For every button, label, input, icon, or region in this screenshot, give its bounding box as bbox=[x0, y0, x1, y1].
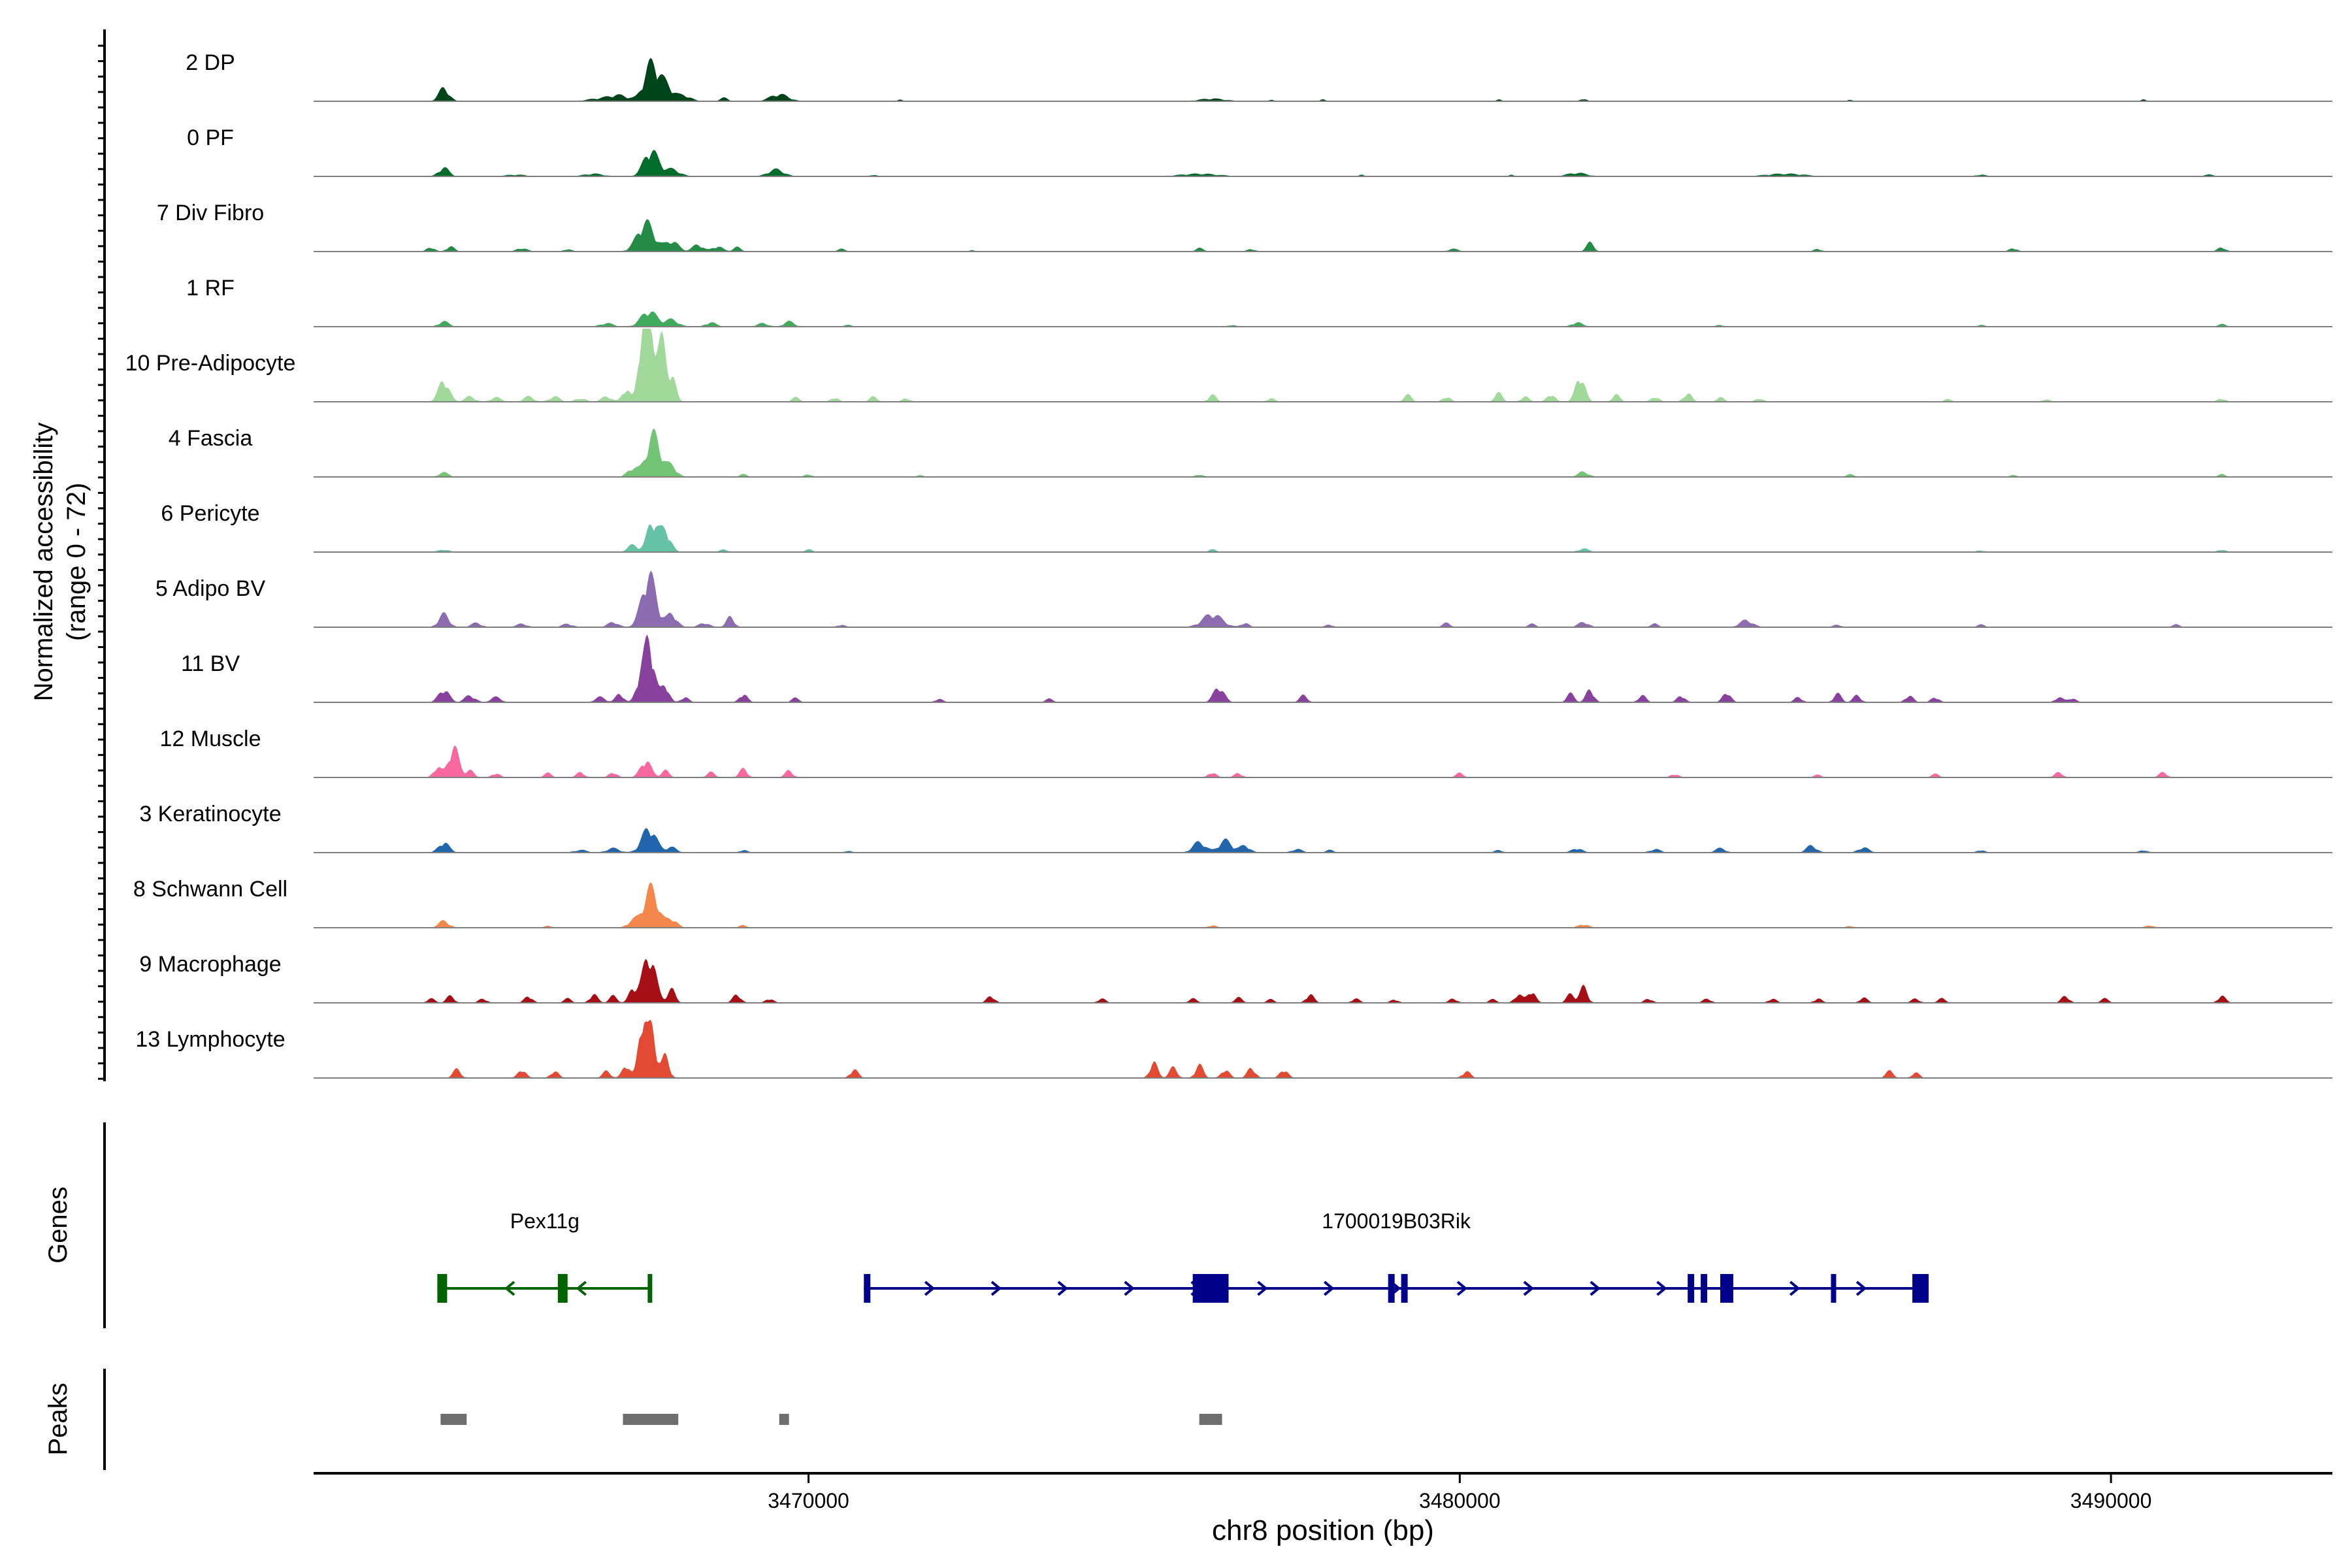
y-axis-label-line2: (range 0 - 72) bbox=[62, 483, 91, 641]
gene-exon bbox=[437, 1274, 448, 1303]
coverage-area bbox=[314, 524, 2332, 552]
track-12: 8 Schwann Cell bbox=[133, 877, 2332, 928]
gene-strand-arrow bbox=[1523, 1281, 1534, 1296]
gene-exon bbox=[1192, 1274, 1229, 1303]
peak-region-box bbox=[779, 1414, 789, 1425]
track-label: 4 Fascia bbox=[169, 426, 253, 451]
track-9: 11 BV bbox=[181, 634, 2332, 703]
track-2: 0 PF bbox=[187, 125, 2332, 177]
peak-region-track bbox=[440, 1414, 1222, 1425]
track-label: 13 Lymphocyte bbox=[135, 1027, 285, 1052]
x-axis-tick-label: 3490000 bbox=[2070, 1489, 2152, 1512]
track-label: 10 Pre-Adipocyte bbox=[125, 351, 296, 376]
gene-name-label: Pex11g bbox=[510, 1209, 580, 1233]
track-label: 9 Macrophage bbox=[139, 952, 281, 977]
track-4: 1 RF bbox=[186, 276, 2332, 327]
gene-exon bbox=[647, 1274, 653, 1303]
gene-exon bbox=[557, 1274, 568, 1303]
gene-strand-arrow bbox=[990, 1281, 1002, 1296]
track-label: 8 Schwann Cell bbox=[133, 877, 287, 902]
gene-exon bbox=[1831, 1274, 1837, 1303]
track-1: 2 DP bbox=[186, 50, 2332, 102]
track-label: 1 RF bbox=[186, 276, 235, 301]
track-6: 4 Fascia bbox=[169, 426, 2332, 478]
track-8: 5 Adipo BV bbox=[155, 570, 2332, 628]
gene-exon bbox=[1701, 1274, 1708, 1303]
track-label: 6 Pericyte bbox=[161, 501, 259, 526]
gene-exon bbox=[1720, 1274, 1733, 1303]
gene-name-label: 1700019B03Rik bbox=[1322, 1209, 1471, 1233]
track-13: 9 Macrophage bbox=[139, 952, 2332, 1004]
coverage-area bbox=[314, 150, 2332, 176]
coverage-area bbox=[314, 570, 2332, 627]
track-label: 7 Div Fibro bbox=[157, 201, 264, 225]
coverage-area bbox=[314, 958, 2332, 1003]
track-10: 12 Muscle bbox=[160, 727, 2332, 778]
track-label: 3 Keratinocyte bbox=[139, 802, 281, 826]
y-axis-label-line1: Normalized accessibility bbox=[29, 423, 58, 702]
coverage-area bbox=[314, 882, 2332, 928]
track-11: 3 Keratinocyte bbox=[139, 802, 2332, 853]
coverage-area bbox=[314, 57, 2332, 101]
gene-exon bbox=[1388, 1274, 1395, 1303]
peak-region-box bbox=[623, 1414, 679, 1425]
gene-strand-arrow bbox=[1257, 1281, 1268, 1296]
coverage-area bbox=[314, 428, 2332, 477]
gene-strand-arrow bbox=[1789, 1281, 1801, 1296]
gene-strand-arrow bbox=[1323, 1281, 1335, 1296]
track-3: 7 Div Fibro bbox=[157, 201, 2332, 252]
track-label: 12 Muscle bbox=[160, 727, 261, 751]
gene-model: Pex11g bbox=[437, 1209, 653, 1303]
gene-strand-arrow bbox=[924, 1281, 936, 1296]
coverage-area bbox=[314, 329, 2332, 402]
gene-strand-arrow bbox=[504, 1281, 515, 1296]
track-7: 6 Pericyte bbox=[161, 501, 2332, 553]
track-label: 2 DP bbox=[186, 50, 235, 75]
coverage-area bbox=[314, 1019, 2332, 1078]
peak-region-box bbox=[440, 1414, 467, 1425]
track-label: 5 Adipo BV bbox=[155, 576, 266, 601]
peak-region-box bbox=[1199, 1414, 1222, 1425]
track-14: 13 Lymphocyte bbox=[135, 1019, 2332, 1079]
track-label: 0 PF bbox=[187, 125, 234, 150]
x-axis-tick-label: 3480000 bbox=[1419, 1489, 1501, 1512]
x-axis-tick-label: 3470000 bbox=[768, 1489, 849, 1512]
genes-axis-label: Genes bbox=[44, 1186, 73, 1264]
gene-exon bbox=[1401, 1274, 1408, 1303]
peaks-axis-label: Peaks bbox=[44, 1382, 73, 1455]
gene-exon bbox=[864, 1274, 871, 1303]
accessibility-y-axis bbox=[98, 29, 106, 1081]
gene-strand-arrow bbox=[576, 1281, 587, 1296]
gene-strand-arrow bbox=[1124, 1281, 1135, 1296]
gene-strand-arrow bbox=[1456, 1281, 1468, 1296]
coverage-area bbox=[314, 634, 2332, 702]
coverage-area bbox=[314, 745, 2332, 777]
gene-strand-arrow bbox=[1656, 1281, 1667, 1296]
x-axis: 3470000 3480000 3490000 bbox=[314, 1472, 2332, 1512]
track-5: 10 Pre-Adipocyte bbox=[125, 329, 2332, 402]
coverage-area bbox=[314, 311, 2332, 327]
gene-strand-arrow bbox=[1590, 1281, 1601, 1296]
gene-model: 1700019B03Rik bbox=[864, 1209, 1929, 1303]
gene-strand-arrow bbox=[1057, 1281, 1068, 1296]
gene-exon bbox=[1688, 1274, 1695, 1303]
coverage-tracks: 2 DP 0 PF 7 Div Fibro 1 RF 10 Pre-Adipocyte 4… bbox=[125, 50, 2332, 1079]
gene-annotation-track: Pex11g 1700019B03Rik bbox=[437, 1209, 1929, 1303]
gene-exon bbox=[1912, 1274, 1929, 1303]
coverage-area bbox=[314, 219, 2332, 252]
track-label: 11 BV bbox=[181, 651, 240, 676]
coverage-area bbox=[314, 828, 2332, 853]
gene-strand-arrow bbox=[1855, 1281, 1867, 1296]
x-axis-title: chr8 position (bp) bbox=[1212, 1514, 1434, 1546]
